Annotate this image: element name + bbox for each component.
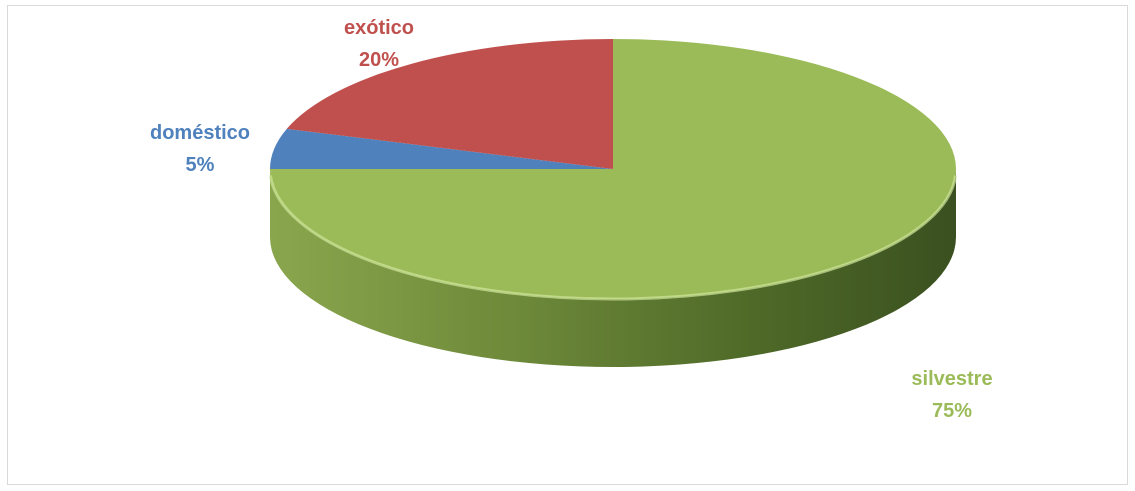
slice-value-silvestre: 75%: [932, 400, 972, 422]
pie-slice-exótico: [286, 38, 613, 169]
slice-label-doméstico: doméstico: [150, 122, 250, 144]
pie-side-silvestre: [270, 169, 956, 367]
pie-top-layer: [268, 38, 958, 301]
pie-label-layer: silvestre 75% doméstico 5% exótico 20%: [150, 17, 993, 422]
pie-rim-highlight: [268, 175, 958, 301]
slice-value-exótico: 20%: [359, 49, 399, 71]
pie-side-layer: [270, 169, 956, 367]
slice-label-silvestre: silvestre: [911, 368, 992, 390]
slice-label-exótico: exótico: [344, 17, 414, 39]
slice-value-doméstico: 5%: [186, 154, 215, 176]
pie-slice-doméstico: [270, 128, 613, 169]
